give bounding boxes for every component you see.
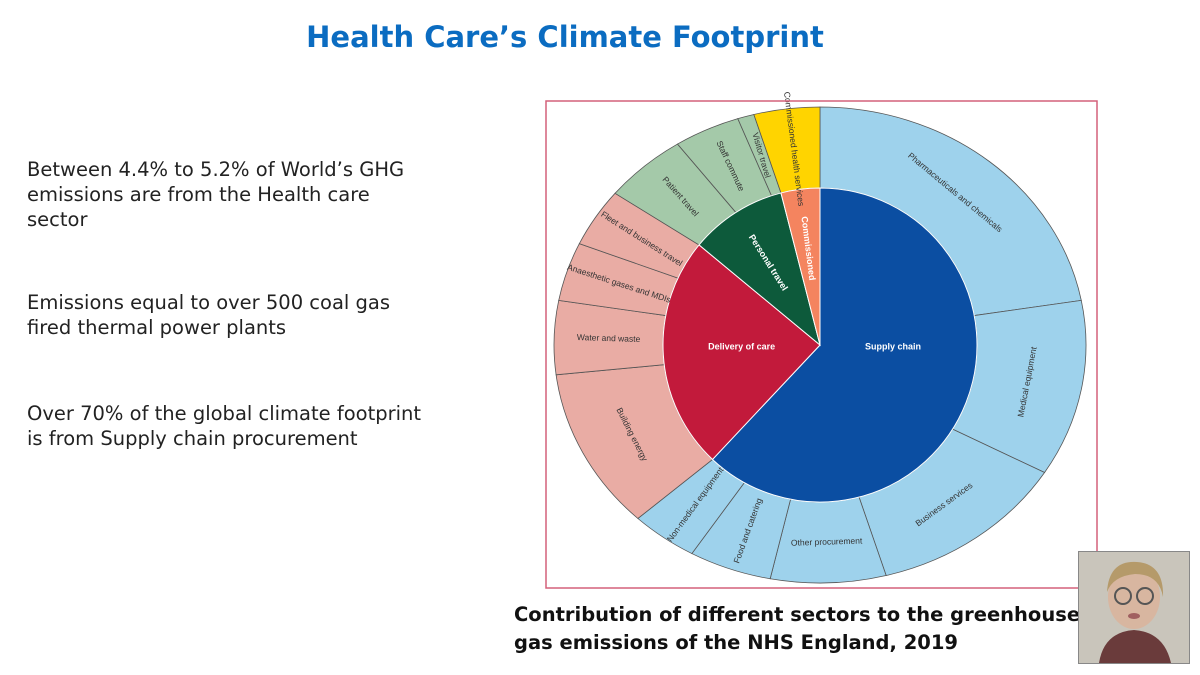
caption-line: gas emissions of the NHS England, 2019 — [514, 631, 958, 654]
inner-segment — [662, 244, 821, 461]
segment-label: Delivery of care — [708, 341, 775, 351]
caption-line: Contribution of different sectors to the… — [514, 603, 1081, 626]
bullet: Over 70% of the global climate footprint… — [27, 401, 421, 451]
segment-label: Other procurement — [791, 536, 863, 548]
chart-frame — [545, 100, 1098, 589]
chart-caption: Contribution of different sectors to the… — [514, 601, 1080, 657]
inner-segment — [711, 187, 978, 503]
bullet-line: sector — [27, 208, 88, 231]
inner-segment — [780, 187, 821, 346]
segment-label: Supply chain — [865, 341, 921, 351]
bullet: Emissions equal to over 500 coal gas fir… — [27, 290, 390, 340]
bullet-line: Between 4.4% to 5.2% of World’s GHG — [27, 158, 405, 181]
bullet: Between 4.4% to 5.2% of World’s GHG emis… — [27, 157, 404, 232]
slide-title: Health Care’s Climate Footprint — [306, 20, 824, 54]
bullet-line: Over 70% of the global climate footprint — [27, 402, 422, 425]
segment-label: Water and waste — [577, 332, 641, 344]
bullet-line: fired thermal power plants — [27, 316, 287, 339]
bullet-line: emissions are from the Health care — [27, 183, 370, 206]
bullet-line: Emissions equal to over 500 coal gas — [27, 291, 390, 314]
webcam-overlay — [1078, 551, 1190, 664]
webcam-image — [1079, 552, 1189, 663]
bullet-line: is from Supply chain procurement — [27, 427, 358, 450]
